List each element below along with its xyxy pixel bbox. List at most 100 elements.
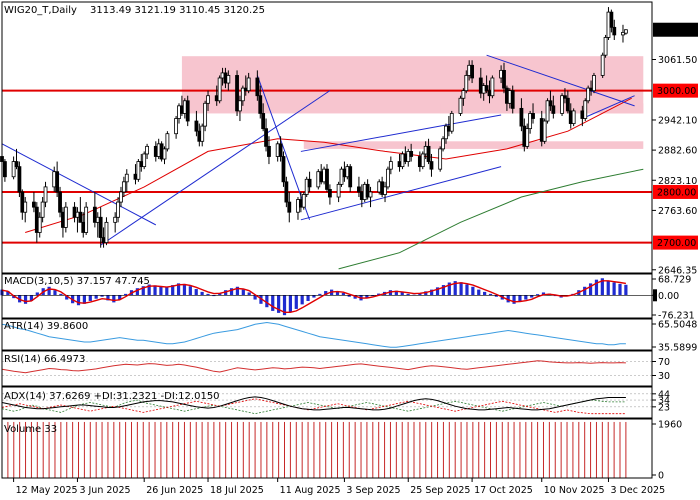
macd-bar	[188, 286, 192, 296]
macd-bar	[53, 290, 57, 296]
last-price-bg	[653, 22, 698, 37]
candle	[235, 70, 239, 116]
candle	[136, 159, 141, 182]
time-tick-label: 25 Sep 2025	[410, 485, 470, 496]
trendline	[1, 143, 157, 226]
candle-body-bull	[600, 54, 605, 76]
candle-body-bull	[603, 37, 608, 56]
volume-pane[interactable]: Volume 33	[1, 421, 627, 478]
candle	[623, 29, 628, 35]
candle-body-bull	[583, 100, 588, 119]
macd-bar	[29, 295, 34, 301]
candle	[528, 110, 533, 134]
macd-bar	[200, 291, 204, 296]
time-tick-label: 12 May 2025	[16, 485, 78, 496]
candle	[284, 176, 289, 208]
adx-frame	[1, 386, 653, 419]
candle-body-bull	[490, 77, 495, 97]
time-tick-label: 18 Jul 2025	[210, 485, 264, 496]
macd-bar	[624, 284, 628, 296]
macd-bar	[212, 295, 216, 297]
atr-pane[interactable]: ATR(14) 39.8600	[1, 321, 626, 348]
macd-bar	[241, 289, 245, 296]
candle-body-bull	[542, 120, 547, 142]
candle-body-bear	[328, 189, 332, 198]
candle	[560, 93, 564, 116]
candle-body-bull	[174, 118, 179, 135]
candle-body-bear	[58, 191, 62, 213]
candle	[258, 85, 263, 119]
ohlc-header: 3113.49 3121.19 3110.45 3120.25	[90, 5, 265, 16]
candle-body-bear	[185, 100, 190, 122]
price-tick-label: 2882.60	[658, 146, 697, 157]
candle-body-bear	[14, 161, 19, 168]
candle	[119, 186, 123, 208]
candle	[264, 118, 268, 152]
macd-bar	[541, 292, 546, 296]
candle	[438, 146, 443, 172]
candle-body-bull	[124, 173, 129, 183]
candle	[63, 202, 68, 233]
candle	[194, 110, 199, 137]
candle	[531, 103, 535, 124]
candle	[571, 108, 576, 127]
candle-body-bull	[43, 186, 48, 203]
candle-body-bull	[217, 77, 222, 102]
candle-body-bear	[612, 26, 617, 36]
candle	[383, 181, 387, 203]
candle	[429, 153, 434, 177]
macd-bar	[100, 295, 104, 297]
candle-body-bull	[386, 168, 390, 188]
level-label-bg	[653, 184, 698, 199]
atr-line	[1, 321, 626, 348]
candle-body-bear	[357, 186, 361, 193]
candle-body-bull	[525, 128, 530, 147]
candle-body-bull	[203, 102, 208, 127]
rsi-pane[interactable]: RSI(14) 66.4973	[1, 354, 652, 376]
candle-body-bull	[165, 133, 170, 150]
volume-tick-label: 1960	[658, 420, 682, 431]
candle-body-bull	[226, 75, 231, 84]
candle	[200, 123, 205, 147]
candle-body-bull	[449, 113, 454, 132]
macd-bar	[165, 287, 169, 296]
adx-pane[interactable]: ADX(14) 37.6269 +DI:31.2321 -DI:12.0150	[1, 391, 652, 415]
macd-bar	[218, 293, 222, 296]
candle	[240, 85, 245, 106]
macd-pane[interactable]: MACD(3,10,5) 37.157 47.745	[0, 276, 652, 316]
candle	[145, 143, 149, 160]
candle	[174, 115, 179, 139]
macd-bar	[606, 280, 610, 296]
candle-body-bull	[592, 75, 596, 92]
macd-signal	[1, 280, 627, 313]
macd-bar	[171, 285, 175, 296]
candle-body-bull	[142, 153, 147, 168]
vol-frame	[1, 418, 653, 479]
candle-body-bull	[238, 100, 242, 112]
candle-body-bull	[444, 125, 448, 140]
candle-body-bear	[519, 107, 524, 127]
candle	[14, 148, 19, 170]
macd-bar	[153, 285, 157, 296]
candle-body-bear	[551, 105, 556, 114]
macd-bar	[6, 291, 10, 296]
candle-body-bull	[84, 206, 89, 233]
last-price-label: 3120.25	[657, 25, 696, 36]
candle	[301, 191, 306, 210]
macd-bar	[424, 291, 428, 296]
pane-frames	[1, 1, 653, 479]
macd-bar	[600, 278, 604, 296]
candle	[621, 24, 625, 43]
candle-body-bear	[563, 95, 567, 99]
price-pane[interactable]: WIG20_T,Daily 3113.49 3121.19 3110.45 31…	[0, 5, 653, 270]
macd-bar	[453, 281, 457, 296]
candle-body-bull	[162, 148, 167, 160]
moving-average-line	[338, 168, 644, 270]
candle	[609, 9, 614, 33]
candle	[542, 118, 547, 144]
candle	[426, 138, 431, 165]
candle	[267, 136, 271, 165]
candle	[104, 217, 109, 246]
candle-body-bull	[621, 31, 625, 36]
